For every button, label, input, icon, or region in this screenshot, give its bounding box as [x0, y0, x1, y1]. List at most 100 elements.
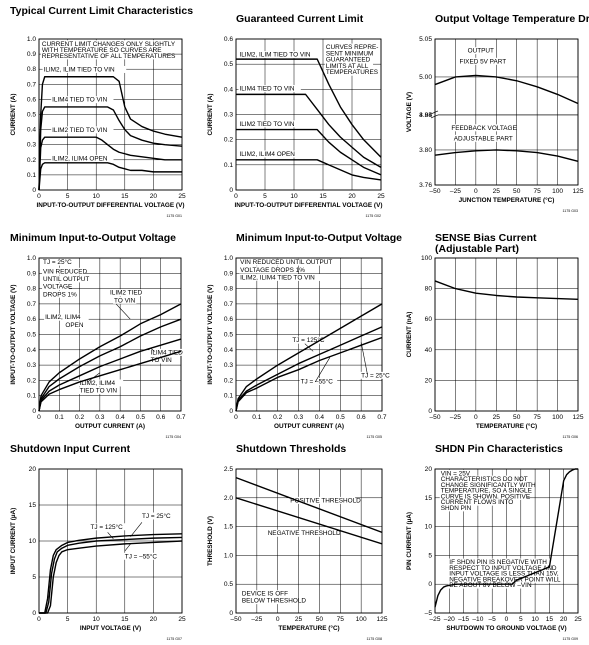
annotation-backdrop: [360, 371, 395, 379]
series-line-1: [235, 303, 383, 412]
annotation-backdrop: [466, 47, 490, 55]
leader-line: [150, 348, 155, 352]
x-tick-label: 10: [531, 616, 539, 623]
x-tick-label: 25: [574, 616, 582, 623]
x-axis-label: TEMPERATURE (°C): [476, 422, 537, 430]
annotation-label: REPRESENTATIVE OF ALL TEMPERATURES: [42, 53, 176, 60]
series-line-2: [236, 93, 382, 168]
annotation-backdrop: [324, 43, 374, 51]
x-tick-label: 50: [316, 616, 324, 623]
x-axis-label: INPUT-TO-OUTPUT DIFFERENTIAL VOLTAGE (V): [235, 202, 383, 209]
plot-frame: [235, 38, 382, 191]
annotation-backdrop: [149, 348, 188, 356]
y-tick-label: 0.4: [224, 347, 233, 354]
annotation-label: ILIM4 TIED TO VIN: [239, 86, 294, 93]
annotation-backdrop: [42, 275, 87, 283]
chart-title: Minimum Input-to-Output Voltage: [236, 232, 402, 244]
leader-line: [115, 303, 131, 320]
annotation-label: IF SHDN PIN IS NEGATIVE WITH: [449, 559, 547, 566]
y-tick-label: 0.2: [27, 377, 36, 384]
annotation-label: FIXED 5V PART: [460, 58, 507, 65]
y-tick-label: 0.1: [224, 393, 233, 400]
plot-frame: [38, 38, 183, 191]
annotation-label: ILIM2, ILIM4 TIED TO VIN: [240, 274, 315, 281]
annotation-label: BELOW THRESHOLD: [242, 598, 307, 605]
plot-frame: [434, 38, 579, 186]
annotation-backdrop: [324, 68, 370, 76]
figure-id: 1175 G01: [166, 214, 182, 218]
annotation-label: ILIM2, ILIM4: [45, 314, 81, 321]
x-tick-label: 5: [66, 193, 70, 200]
x-tick-label: 0: [37, 616, 41, 623]
leader-line: [107, 532, 114, 540]
x-tick-label: 75: [533, 414, 541, 421]
y-axis-label: INPUT-TO-OUTPUT VOLTAGE (V): [10, 284, 17, 384]
leader-line: [314, 357, 331, 383]
y-tick-label: 1.0: [224, 255, 233, 262]
chart-title: SHDN Pin Characteristics: [435, 443, 563, 455]
y-tick-label: 0.7: [27, 81, 36, 88]
annotation-label: ILIM4 TIED TO VIN: [52, 97, 107, 104]
annotation-label: TJ = 125°C: [90, 523, 123, 531]
x-axis-label: INPUT VOLTAGE (V): [80, 625, 141, 632]
y-tick-label: 0.5: [27, 332, 36, 339]
y-tick-label: 15: [29, 502, 37, 509]
x-tick-label: 0: [37, 193, 41, 200]
y-tick-label: 0: [32, 610, 36, 617]
axis-break-mark: [430, 114, 439, 119]
x-tick-label: 0: [37, 414, 41, 421]
x-tick-label: 125: [572, 188, 583, 195]
annotation-backdrop: [458, 57, 507, 65]
y-tick-label: 0.6: [224, 36, 233, 43]
x-tick-label: 25: [178, 616, 186, 623]
y-tick-label: 0.9: [27, 51, 36, 58]
x-tick-label: 0: [276, 616, 280, 623]
y-tick-label: 0.1: [27, 393, 36, 400]
chart-panel-8: Shutdown Thresholds –50 –25 0 25 50 75 100 125 0 0…: [207, 443, 388, 641]
x-tick-label: 50: [513, 414, 521, 421]
x-tick-label: –5: [489, 616, 497, 623]
x-tick-label: 20: [348, 193, 356, 200]
y-tick-label: 0.2: [224, 377, 233, 384]
series-line-4: [38, 350, 182, 412]
x-tick-label: 0.2: [75, 414, 84, 421]
x-axis-label: TEMPERATURE (°C): [278, 624, 339, 632]
annotation-backdrop: [51, 155, 114, 163]
x-tick-label: –15: [458, 616, 469, 623]
x-tick-label: 0.1: [252, 414, 261, 421]
annotation-backdrop: [324, 56, 363, 64]
x-tick-label: 5: [66, 616, 70, 623]
x-tick-label: 0.6: [357, 414, 366, 421]
annotation-backdrop: [42, 283, 69, 291]
annotation-backdrop: [448, 581, 529, 589]
chart-title: Shutdown Thresholds: [236, 443, 346, 455]
leader-line: [124, 543, 131, 552]
chart-title: Output Voltage Temperature Drift: [435, 13, 589, 25]
y-tick-label: 0: [32, 408, 36, 415]
y-tick-label: 3.84: [419, 112, 432, 119]
annotation-label: ILIM2 TIED: [110, 290, 143, 297]
series-line-3: [38, 338, 182, 412]
y-tick-label: 1.5: [224, 524, 233, 531]
y-tick-label: 5.05: [419, 36, 432, 43]
chart-subtitle: (Adjustable Part): [435, 243, 519, 255]
annotation-backdrop: [239, 266, 298, 274]
figure-id: 1175 G08: [366, 637, 382, 641]
annotation-backdrop: [238, 85, 301, 93]
x-tick-label: 5: [519, 616, 523, 623]
series-line-2: [235, 497, 383, 545]
y-axis-label: CURRENT (A): [207, 94, 214, 136]
annotation-label: FEEDBACK VOLTAGE: [451, 125, 516, 132]
x-tick-label: –25: [450, 188, 461, 195]
chart-title: Guaranteed Current Limit: [236, 13, 364, 25]
x-tick-label: 75: [337, 616, 345, 623]
annotation-backdrop: [40, 52, 164, 60]
series-line-3: [236, 128, 382, 176]
leader-line: [360, 342, 368, 375]
annotation-label: ILIM2, ILIM4 OPEN: [239, 151, 295, 158]
annotation-backdrop: [448, 564, 550, 572]
annotation-label: ILIM2 TIED TO VIN: [52, 127, 107, 134]
x-tick-label: –50: [429, 188, 440, 195]
series-line-1: [235, 476, 383, 534]
x-tick-label: –10: [472, 616, 483, 623]
